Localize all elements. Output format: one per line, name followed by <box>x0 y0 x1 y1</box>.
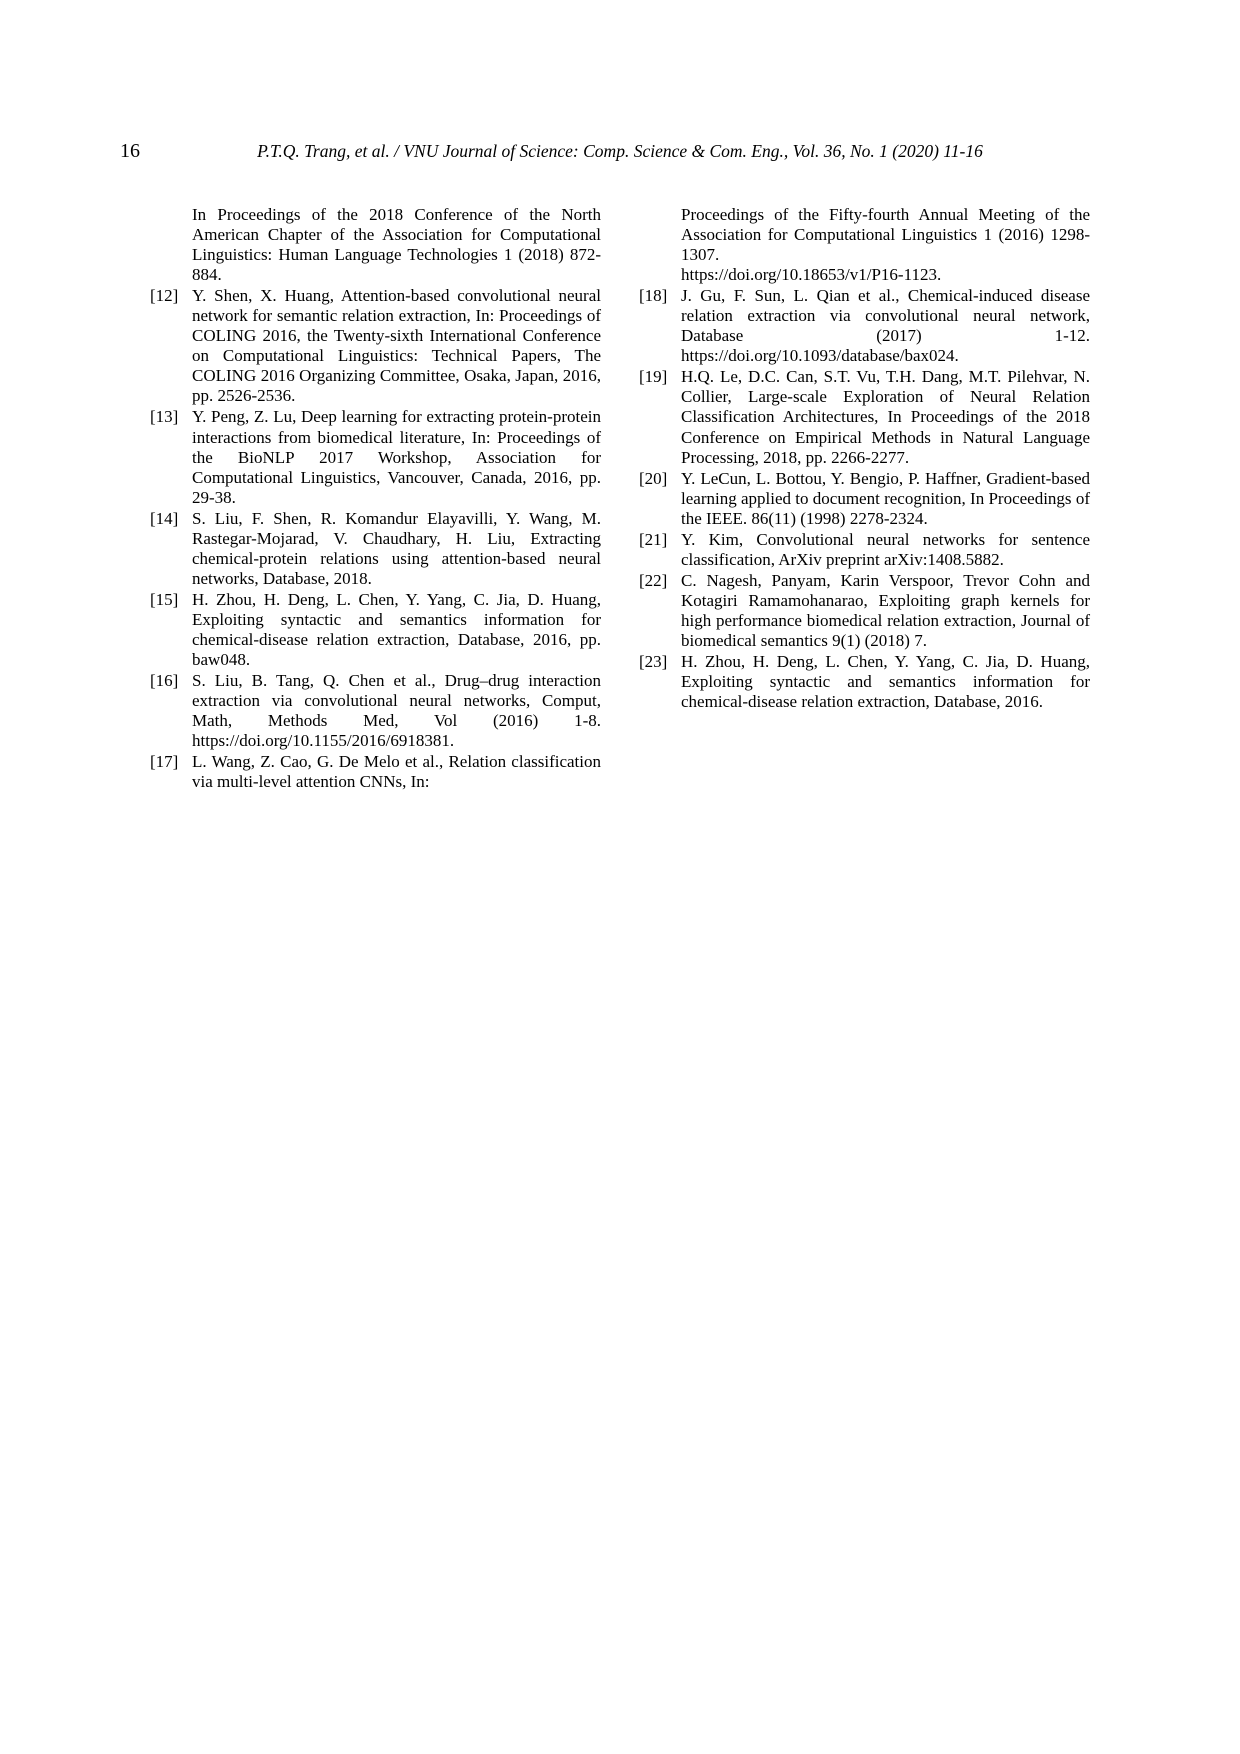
left-column: In Proceedings of the 2018 Conference of… <box>150 205 601 793</box>
reference-item: [17] L. Wang, Z. Cao, G. De Melo et al.,… <box>150 752 601 792</box>
ref-text: H.Q. Le, D.C. Can, S.T. Vu, T.H. Dang, M… <box>681 367 1090 467</box>
ref-number: [17] <box>150 752 192 792</box>
ref-text: Y. Kim, Convolutional neural networks fo… <box>681 530 1090 570</box>
reference-item: [18] J. Gu, F. Sun, L. Qian et al., Chem… <box>639 286 1090 366</box>
ref-text: L. Wang, Z. Cao, G. De Melo et al., Rela… <box>192 752 601 792</box>
ref-number: [22] <box>639 571 681 651</box>
ref-number: [14] <box>150 509 192 589</box>
ref-number: [19] <box>639 367 681 467</box>
ref-text: J. Gu, F. Sun, L. Qian et al., Chemical-… <box>681 286 1090 366</box>
running-header: P.T.Q. Trang, et al. / VNU Journal of Sc… <box>150 141 1090 162</box>
reference-item: [20] Y. LeCun, L. Bottou, Y. Bengio, P. … <box>639 469 1090 529</box>
ref-text: S. Liu, F. Shen, R. Komandur Elayavilli,… <box>192 509 601 589</box>
ref-number: [21] <box>639 530 681 570</box>
ref-number: [16] <box>150 671 192 751</box>
continuation-url: https://doi.org/10.18653/v1/P16-1123. <box>681 265 941 284</box>
header-row: 16 P.T.Q. Trang, et al. / VNU Journal of… <box>150 140 1090 163</box>
ref-continuation-right: Proceedings of the Fifty-fourth Annual M… <box>681 205 1090 285</box>
ref-text: H. Zhou, H. Deng, L. Chen, Y. Yang, C. J… <box>192 590 601 670</box>
page-container: 16 P.T.Q. Trang, et al. / VNU Journal of… <box>0 0 1240 793</box>
reference-item: [23] H. Zhou, H. Deng, L. Chen, Y. Yang,… <box>639 652 1090 712</box>
reference-item: [12] Y. Shen, X. Huang, Attention-based … <box>150 286 601 406</box>
right-column: Proceedings of the Fifty-fourth Annual M… <box>639 205 1090 793</box>
reference-item: [13] Y. Peng, Z. Lu, Deep learning for e… <box>150 407 601 507</box>
ref-number: [23] <box>639 652 681 712</box>
reference-item: [19] H.Q. Le, D.C. Can, S.T. Vu, T.H. Da… <box>639 367 1090 467</box>
ref-text: Y. LeCun, L. Bottou, Y. Bengio, P. Haffn… <box>681 469 1090 529</box>
ref-number: [18] <box>639 286 681 366</box>
reference-item: [14] S. Liu, F. Shen, R. Komandur Elayav… <box>150 509 601 589</box>
ref-continuation-left: In Proceedings of the 2018 Conference of… <box>192 205 601 285</box>
ref-number: [13] <box>150 407 192 507</box>
ref-number: [20] <box>639 469 681 529</box>
ref-number: [15] <box>150 590 192 670</box>
ref-text: C. Nagesh, Panyam, Karin Verspoor, Trevo… <box>681 571 1090 651</box>
reference-item: [16] S. Liu, B. Tang, Q. Chen et al., Dr… <box>150 671 601 751</box>
ref-text: Y. Shen, X. Huang, Attention-based convo… <box>192 286 601 406</box>
ref-text: H. Zhou, H. Deng, L. Chen, Y. Yang, C. J… <box>681 652 1090 712</box>
ref-text: Y. Peng, Z. Lu, Deep learning for extrac… <box>192 407 601 507</box>
continuation-text: Proceedings of the Fifty-fourth Annual M… <box>681 205 1090 264</box>
reference-item: [21] Y. Kim, Convolutional neural networ… <box>639 530 1090 570</box>
columns-container: In Proceedings of the 2018 Conference of… <box>150 205 1090 793</box>
ref-number: [12] <box>150 286 192 406</box>
ref-text: S. Liu, B. Tang, Q. Chen et al., Drug–dr… <box>192 671 601 751</box>
reference-item: [15] H. Zhou, H. Deng, L. Chen, Y. Yang,… <box>150 590 601 670</box>
reference-item: [22] C. Nagesh, Panyam, Karin Verspoor, … <box>639 571 1090 651</box>
